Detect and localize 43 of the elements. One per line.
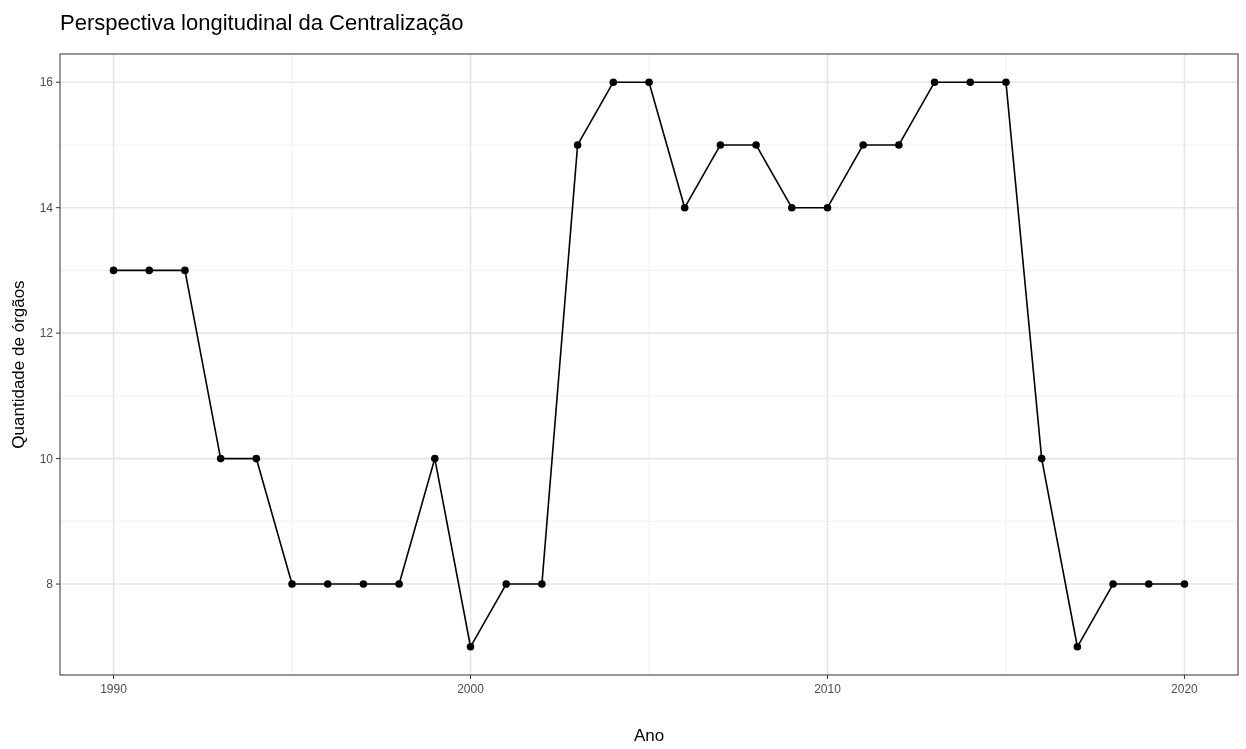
point	[895, 141, 903, 149]
point	[787, 203, 796, 212]
y-tick-label: 10	[39, 451, 54, 466]
x-axis-title: Ano	[633, 726, 665, 745]
point	[109, 266, 118, 275]
point	[1037, 454, 1046, 463]
point	[252, 454, 261, 463]
point	[1109, 580, 1117, 588]
point	[466, 642, 475, 651]
point	[1002, 78, 1010, 87]
point	[323, 580, 332, 588]
point	[359, 580, 368, 588]
x-tick-label: 2010	[814, 682, 842, 696]
x-tick-label: 1990	[100, 682, 128, 696]
point	[216, 454, 225, 463]
point	[1180, 580, 1189, 588]
point	[1073, 642, 1082, 651]
point	[181, 266, 189, 275]
point	[538, 580, 546, 588]
point	[431, 454, 439, 463]
point	[823, 203, 832, 212]
point	[645, 78, 653, 87]
point	[288, 580, 296, 588]
y-tick-label: 16	[39, 75, 54, 90]
point	[502, 580, 511, 588]
point	[930, 78, 939, 87]
point	[680, 203, 689, 212]
point	[1144, 580, 1153, 588]
point	[395, 580, 403, 588]
point	[573, 141, 582, 149]
chart-title: Perspectiva longitudinal da Centralização	[60, 10, 464, 35]
point	[145, 266, 154, 275]
y-axis-title: Quantidade de órgãos	[9, 280, 28, 449]
point	[716, 141, 725, 149]
y-tick-label: 8	[46, 577, 54, 592]
point	[752, 141, 760, 149]
point	[859, 141, 867, 149]
x-tick-label: 2000	[457, 682, 485, 696]
x-tick-label: 2020	[1171, 682, 1199, 696]
y-tick-label: 14	[39, 200, 54, 215]
y-tick-label: 12	[39, 326, 54, 341]
point	[966, 78, 975, 87]
point	[609, 78, 618, 87]
